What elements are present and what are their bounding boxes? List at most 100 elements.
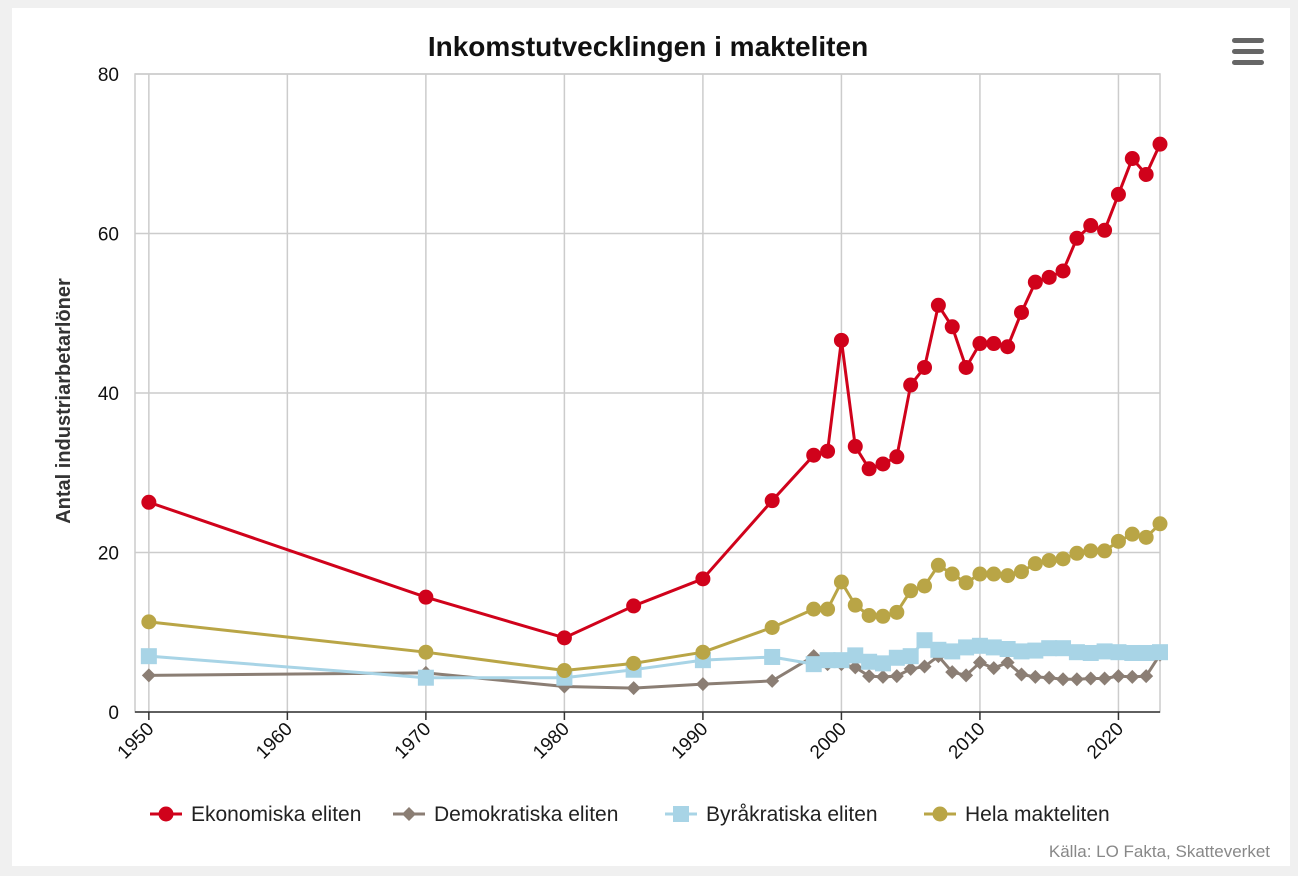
data-point[interactable] bbox=[1152, 136, 1168, 152]
data-point[interactable] bbox=[1082, 644, 1099, 661]
data-point[interactable] bbox=[972, 336, 988, 352]
data-point[interactable] bbox=[1069, 672, 1084, 687]
data-point[interactable] bbox=[765, 673, 780, 688]
data-point[interactable] bbox=[1041, 552, 1057, 568]
data-point[interactable] bbox=[1027, 642, 1044, 659]
data-point[interactable] bbox=[985, 639, 1002, 656]
data-point[interactable] bbox=[1138, 529, 1154, 545]
data-point[interactable] bbox=[820, 443, 836, 459]
data-point[interactable] bbox=[889, 669, 904, 684]
data-point[interactable] bbox=[903, 661, 918, 676]
data-point[interactable] bbox=[1041, 640, 1058, 657]
data-point[interactable] bbox=[819, 652, 836, 669]
data-point[interactable] bbox=[1027, 274, 1043, 290]
data-point[interactable] bbox=[959, 668, 974, 683]
data-point[interactable] bbox=[1097, 222, 1113, 238]
data-point[interactable] bbox=[916, 632, 933, 649]
data-point[interactable] bbox=[917, 578, 933, 594]
data-point[interactable] bbox=[820, 601, 836, 617]
data-point[interactable] bbox=[1013, 304, 1029, 320]
data-point[interactable] bbox=[903, 377, 919, 393]
data-point[interactable] bbox=[833, 332, 849, 348]
data-point[interactable] bbox=[875, 669, 890, 684]
data-point[interactable] bbox=[999, 640, 1016, 657]
legend-marker-icon[interactable] bbox=[402, 807, 416, 821]
data-point[interactable] bbox=[556, 663, 572, 679]
data-point[interactable] bbox=[1055, 640, 1072, 657]
data-point[interactable] bbox=[1083, 218, 1099, 234]
data-point[interactable] bbox=[141, 668, 156, 683]
data-point[interactable] bbox=[930, 557, 946, 573]
data-point[interactable] bbox=[1096, 643, 1113, 660]
legend-item[interactable]: Demokratiska eliten bbox=[393, 803, 618, 826]
data-point[interactable] bbox=[806, 447, 822, 463]
data-point[interactable] bbox=[141, 494, 157, 510]
data-point[interactable] bbox=[764, 648, 781, 665]
legend-marker-icon[interactable] bbox=[673, 806, 689, 822]
data-point[interactable] bbox=[944, 643, 961, 660]
data-point[interactable] bbox=[986, 336, 1002, 352]
data-point[interactable] bbox=[847, 438, 863, 454]
chart-menu-button[interactable] bbox=[1230, 36, 1266, 68]
data-point[interactable] bbox=[917, 359, 933, 375]
data-point[interactable] bbox=[1000, 568, 1016, 584]
data-point[interactable] bbox=[556, 630, 572, 646]
data-point[interactable] bbox=[1138, 166, 1154, 182]
data-point[interactable] bbox=[889, 604, 905, 620]
source-credit[interactable]: Källa: LO Fakta, Skatteverket bbox=[1049, 842, 1270, 861]
data-point[interactable] bbox=[1055, 263, 1071, 279]
data-point[interactable] bbox=[1083, 543, 1099, 559]
data-point[interactable] bbox=[1110, 533, 1126, 549]
data-point[interactable] bbox=[833, 652, 850, 669]
data-point[interactable] bbox=[1041, 269, 1057, 285]
data-point[interactable] bbox=[833, 574, 849, 590]
data-point[interactable] bbox=[695, 677, 710, 692]
data-point[interactable] bbox=[1097, 543, 1113, 559]
data-point[interactable] bbox=[1124, 644, 1141, 661]
data-point[interactable] bbox=[847, 647, 864, 664]
data-point[interactable] bbox=[1013, 564, 1029, 580]
data-point[interactable] bbox=[862, 669, 877, 684]
data-point[interactable] bbox=[958, 639, 975, 656]
legend-item[interactable]: Byråkratiska eliten bbox=[665, 803, 878, 826]
data-point[interactable] bbox=[972, 655, 987, 670]
data-point[interactable] bbox=[1056, 672, 1071, 687]
data-point[interactable] bbox=[805, 656, 822, 673]
data-point[interactable] bbox=[1013, 643, 1030, 660]
data-point[interactable] bbox=[848, 660, 863, 675]
data-point[interactable] bbox=[1069, 230, 1085, 246]
data-point[interactable] bbox=[971, 637, 988, 654]
data-point[interactable] bbox=[626, 681, 641, 696]
data-point[interactable] bbox=[626, 598, 642, 614]
data-point[interactable] bbox=[1125, 669, 1140, 684]
data-point[interactable] bbox=[986, 566, 1002, 582]
data-point[interactable] bbox=[861, 608, 877, 624]
data-point[interactable] bbox=[1139, 669, 1154, 684]
data-point[interactable] bbox=[1124, 151, 1140, 167]
data-point[interactable] bbox=[1028, 669, 1043, 684]
legend[interactable]: Ekonomiska eliten Demokratiska eliten Byrå… bbox=[150, 803, 1110, 826]
data-point[interactable] bbox=[944, 319, 960, 335]
data-point[interactable] bbox=[972, 566, 988, 582]
data-point[interactable] bbox=[861, 653, 878, 670]
data-point[interactable] bbox=[764, 619, 780, 635]
data-point[interactable] bbox=[889, 449, 905, 465]
data-point[interactable] bbox=[1014, 667, 1029, 682]
legend-item[interactable]: Ekonomiska eliten bbox=[150, 803, 361, 826]
data-point[interactable] bbox=[1055, 551, 1071, 567]
data-point[interactable] bbox=[1110, 644, 1127, 661]
data-point[interactable] bbox=[874, 655, 891, 672]
data-point[interactable] bbox=[1027, 556, 1043, 572]
legend-marker-icon[interactable] bbox=[932, 806, 948, 822]
data-point[interactable] bbox=[1000, 655, 1015, 670]
data-point[interactable] bbox=[1152, 516, 1168, 532]
data-point[interactable] bbox=[418, 589, 434, 605]
data-point[interactable] bbox=[418, 644, 434, 660]
data-point[interactable] bbox=[930, 641, 947, 658]
data-point[interactable] bbox=[875, 456, 891, 472]
data-point[interactable] bbox=[958, 575, 974, 591]
data-point[interactable] bbox=[1138, 644, 1155, 661]
data-point[interactable] bbox=[626, 655, 642, 671]
data-point[interactable] bbox=[958, 359, 974, 375]
data-point[interactable] bbox=[695, 571, 711, 587]
